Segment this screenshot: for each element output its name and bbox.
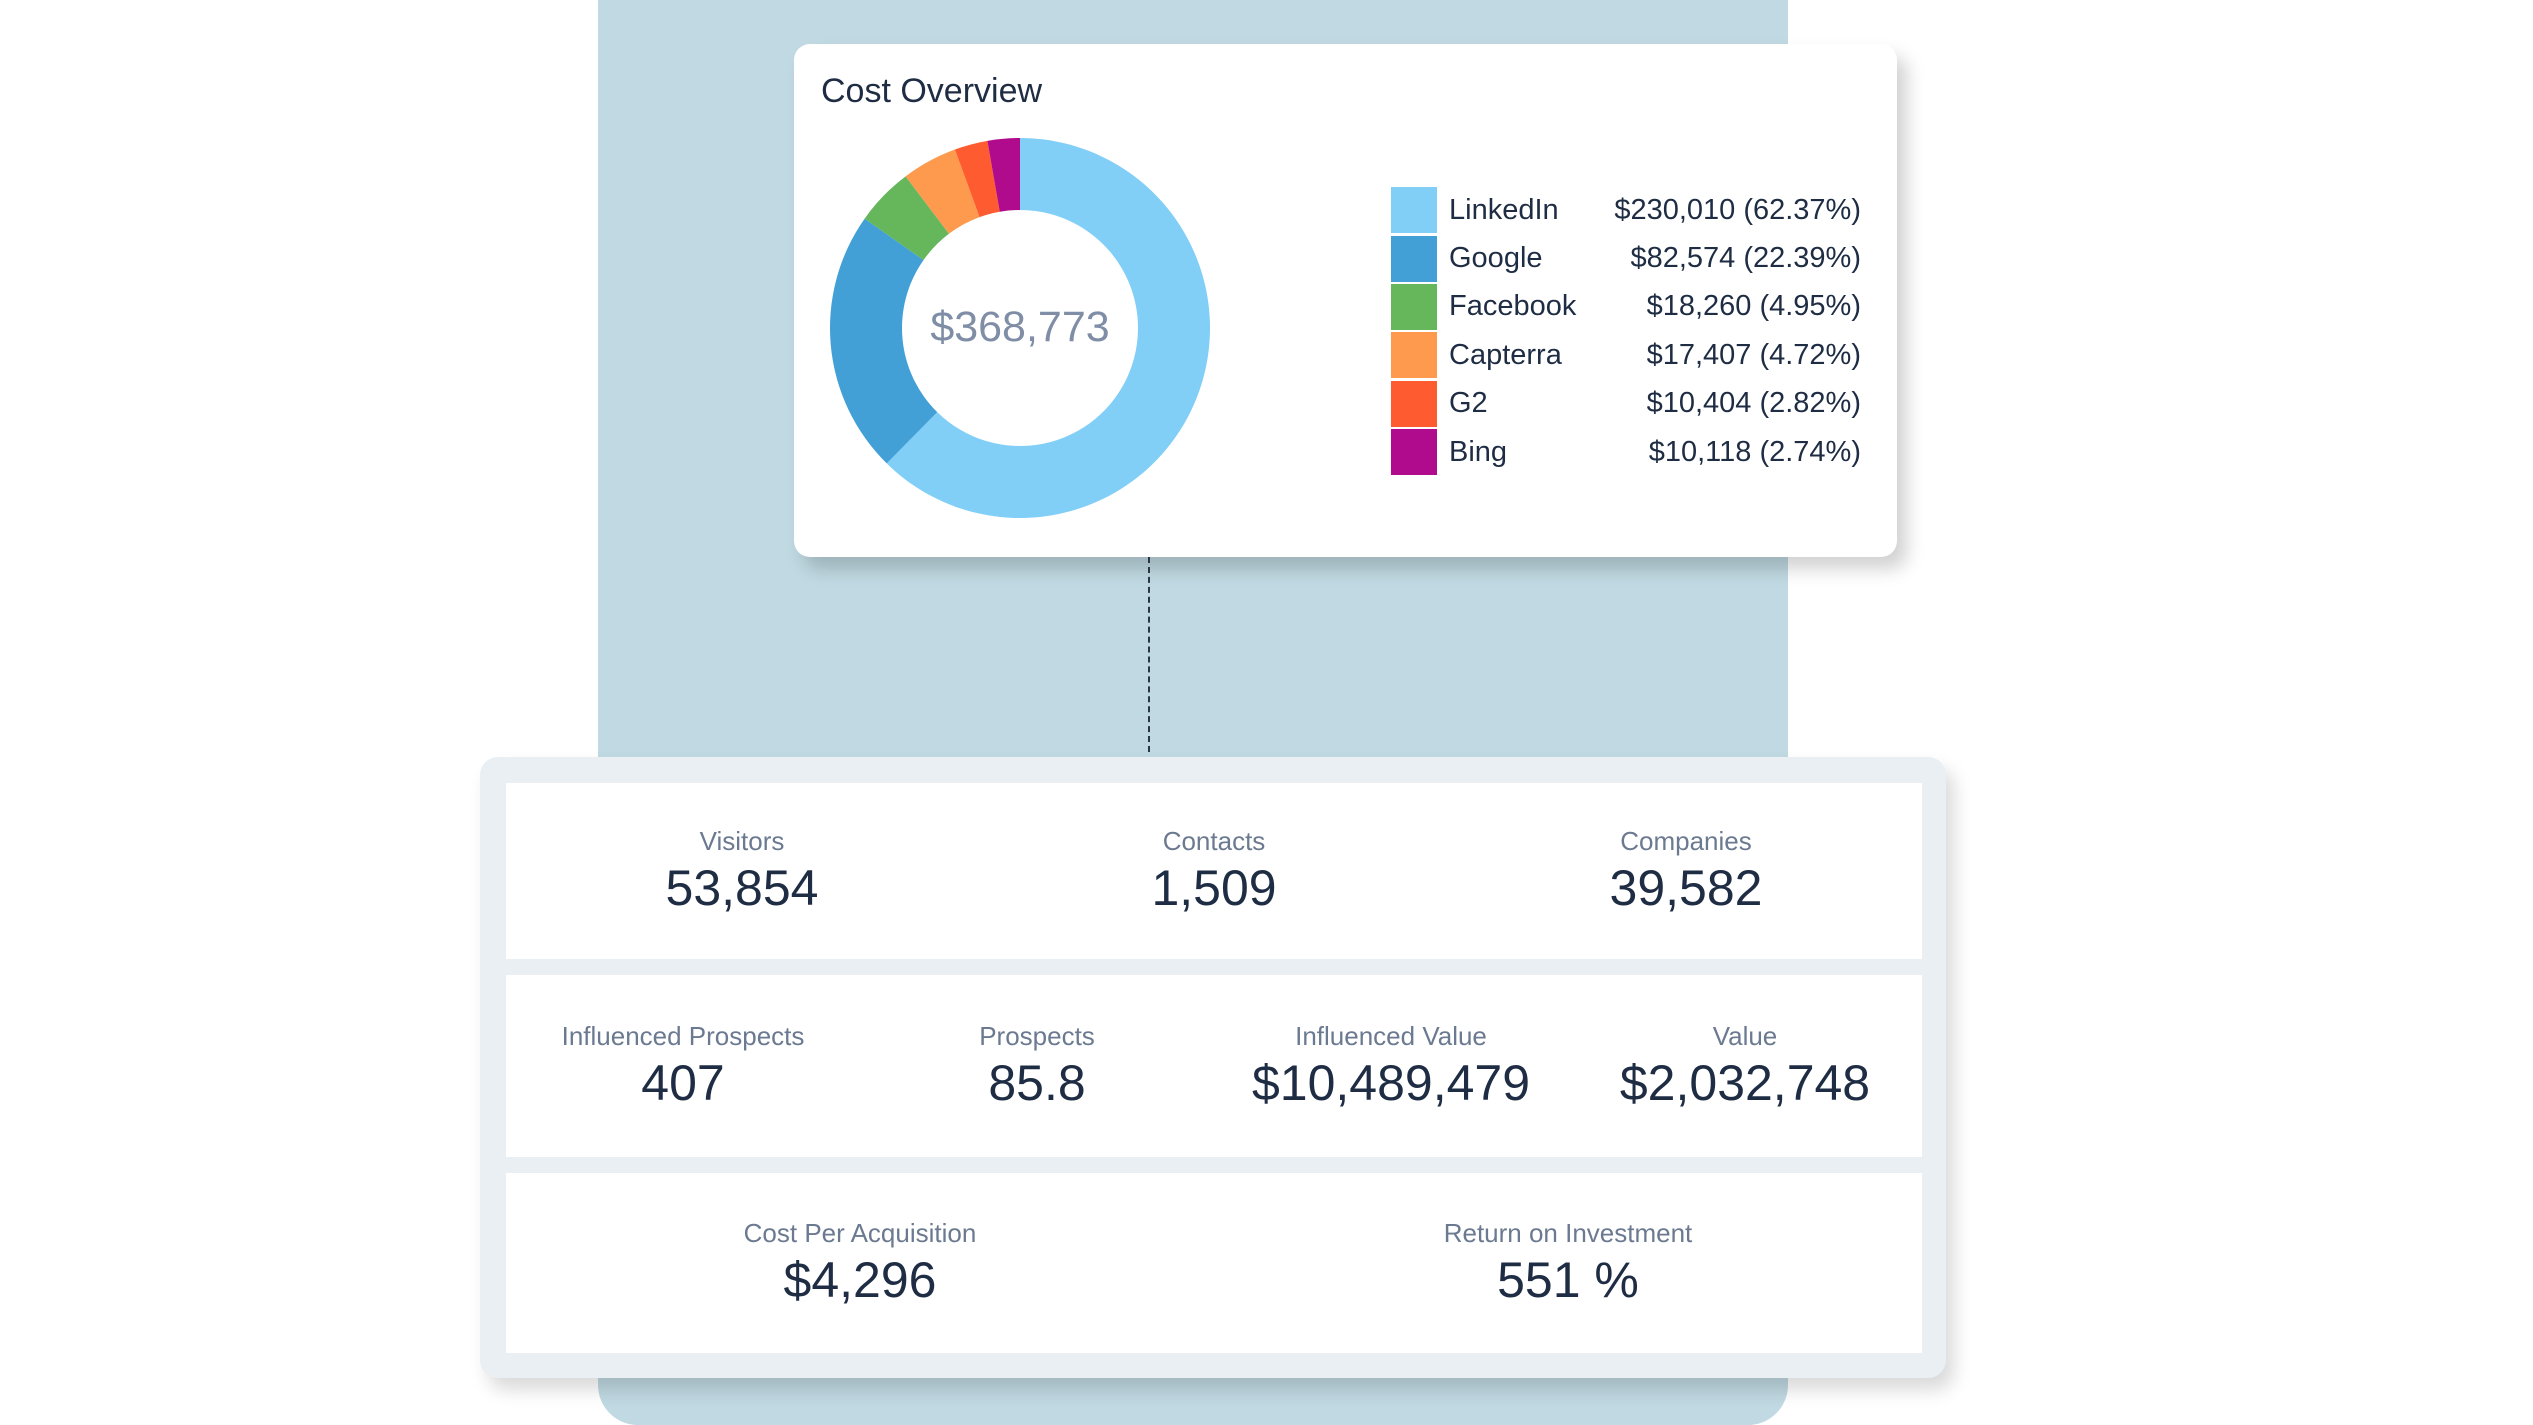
donut-slice-google[interactable] (830, 218, 938, 464)
legend-value: $10,118 (2.74%) (1648, 435, 1861, 468)
chart-legend: LinkedIn $230,010 (62.37%) Google $82,574 … (1391, 186, 1861, 476)
stat-cost-per-acquisition: Cost Per Acquisition $4,296 (506, 1218, 1214, 1309)
stat-influenced-value: Influenced Value $10,489,479 (1214, 1021, 1568, 1112)
stat-visitors: Visitors 53,854 (506, 826, 978, 917)
stat-label: Prospects (979, 1020, 1095, 1051)
legend-label: LinkedIn (1449, 193, 1559, 226)
stat-value: 407 (641, 1054, 725, 1111)
donut-slice-bing[interactable] (987, 138, 1020, 212)
legend-swatch (1391, 235, 1437, 282)
donut-total: $368,773 (930, 303, 1110, 351)
stat-value: Value $2,032,748 (1568, 1021, 1922, 1112)
legend-value: $230,010 (62.37%) (1614, 193, 1861, 226)
legend-value: $10,404 (2.82%) (1646, 387, 1861, 420)
stat-value: 85.8 (988, 1054, 1086, 1111)
legend-value: $17,407 (4.72%) (1646, 338, 1861, 371)
stat-influenced-prospects: Influenced Prospects 407 (506, 1021, 860, 1112)
stat-value: 1,509 (1151, 859, 1277, 916)
stat-value: $2,032,748 (1619, 1054, 1871, 1111)
legend-item[interactable]: Bing $10,118 (2.74%) (1391, 428, 1861, 476)
cost-overview-card: Cost Overview $368,773 LinkedIn $230,010 … (794, 44, 1897, 557)
legend-label: G2 (1449, 387, 1488, 420)
legend-item[interactable]: Capterra $17,407 (4.72%) (1391, 331, 1861, 379)
stat-value: 39,582 (1609, 859, 1763, 916)
donut-slice-g2[interactable] (954, 140, 1000, 218)
stat-return-on-investment: Return on Investment 551 % (1214, 1218, 1922, 1309)
stat-value: 53,854 (665, 859, 819, 916)
legend-value: $82,574 (22.39%) (1630, 242, 1861, 275)
stat-label: Contacts (1162, 825, 1266, 856)
stat-label: Return on Investment (1443, 1217, 1693, 1248)
stats-row-2: Influenced Prospects 407 Prospects 85.8 In… (506, 975, 1922, 1157)
stat-value: $10,489,479 (1251, 1054, 1531, 1111)
legend-item[interactable]: G2 $10,404 (2.82%) (1391, 380, 1861, 428)
stat-label: Value (1712, 1020, 1778, 1051)
donut-slice-facebook[interactable] (864, 176, 949, 261)
stat-label: Cost Per Acquisition (743, 1217, 977, 1248)
legend-label: Facebook (1449, 290, 1577, 323)
legend-label: Google (1449, 242, 1543, 275)
stat-value: $4,296 (783, 1251, 937, 1308)
legend-item[interactable]: Facebook $18,260 (4.95%) (1391, 283, 1861, 331)
stat-label: Visitors (699, 825, 785, 856)
legend-swatch (1391, 187, 1437, 234)
stat-label: Companies (1620, 825, 1752, 856)
stats-container: Visitors 53,854 Contacts 1,509 Companies 39… (480, 757, 1946, 1378)
legend-value: $18,260 (4.95%) (1646, 290, 1861, 323)
legend-label: Bing (1449, 435, 1508, 468)
stat-value: 551 % (1497, 1251, 1639, 1308)
donut-slice-capterra[interactable] (905, 149, 980, 234)
stats-row-1: Visitors 53,854 Contacts 1,509 Companies 39… (506, 783, 1922, 959)
legend-item[interactable]: Google $82,574 (22.39%) (1391, 234, 1861, 282)
legend-swatch (1391, 283, 1437, 330)
donut-chart (830, 138, 1210, 518)
card-title: Cost Overview (821, 72, 1043, 110)
legend-label: Capterra (1449, 338, 1562, 371)
stat-label: Influenced Value (1295, 1020, 1487, 1051)
stat-label: Influenced Prospects (561, 1020, 805, 1051)
donut-slice-linkedin[interactable] (886, 138, 1210, 518)
stat-prospects: Prospects 85.8 (860, 1021, 1214, 1112)
legend-swatch (1391, 332, 1437, 379)
stat-contacts: Contacts 1,509 (978, 826, 1450, 917)
connector-line (1148, 557, 1150, 752)
legend-item[interactable]: LinkedIn $230,010 (62.37%) (1391, 186, 1861, 234)
stat-companies: Companies 39,582 (1450, 826, 1922, 917)
stats-row-3: Cost Per Acquisition $4,296 Return on Inv… (506, 1173, 1922, 1353)
legend-swatch (1391, 429, 1437, 476)
legend-swatch (1391, 380, 1437, 427)
